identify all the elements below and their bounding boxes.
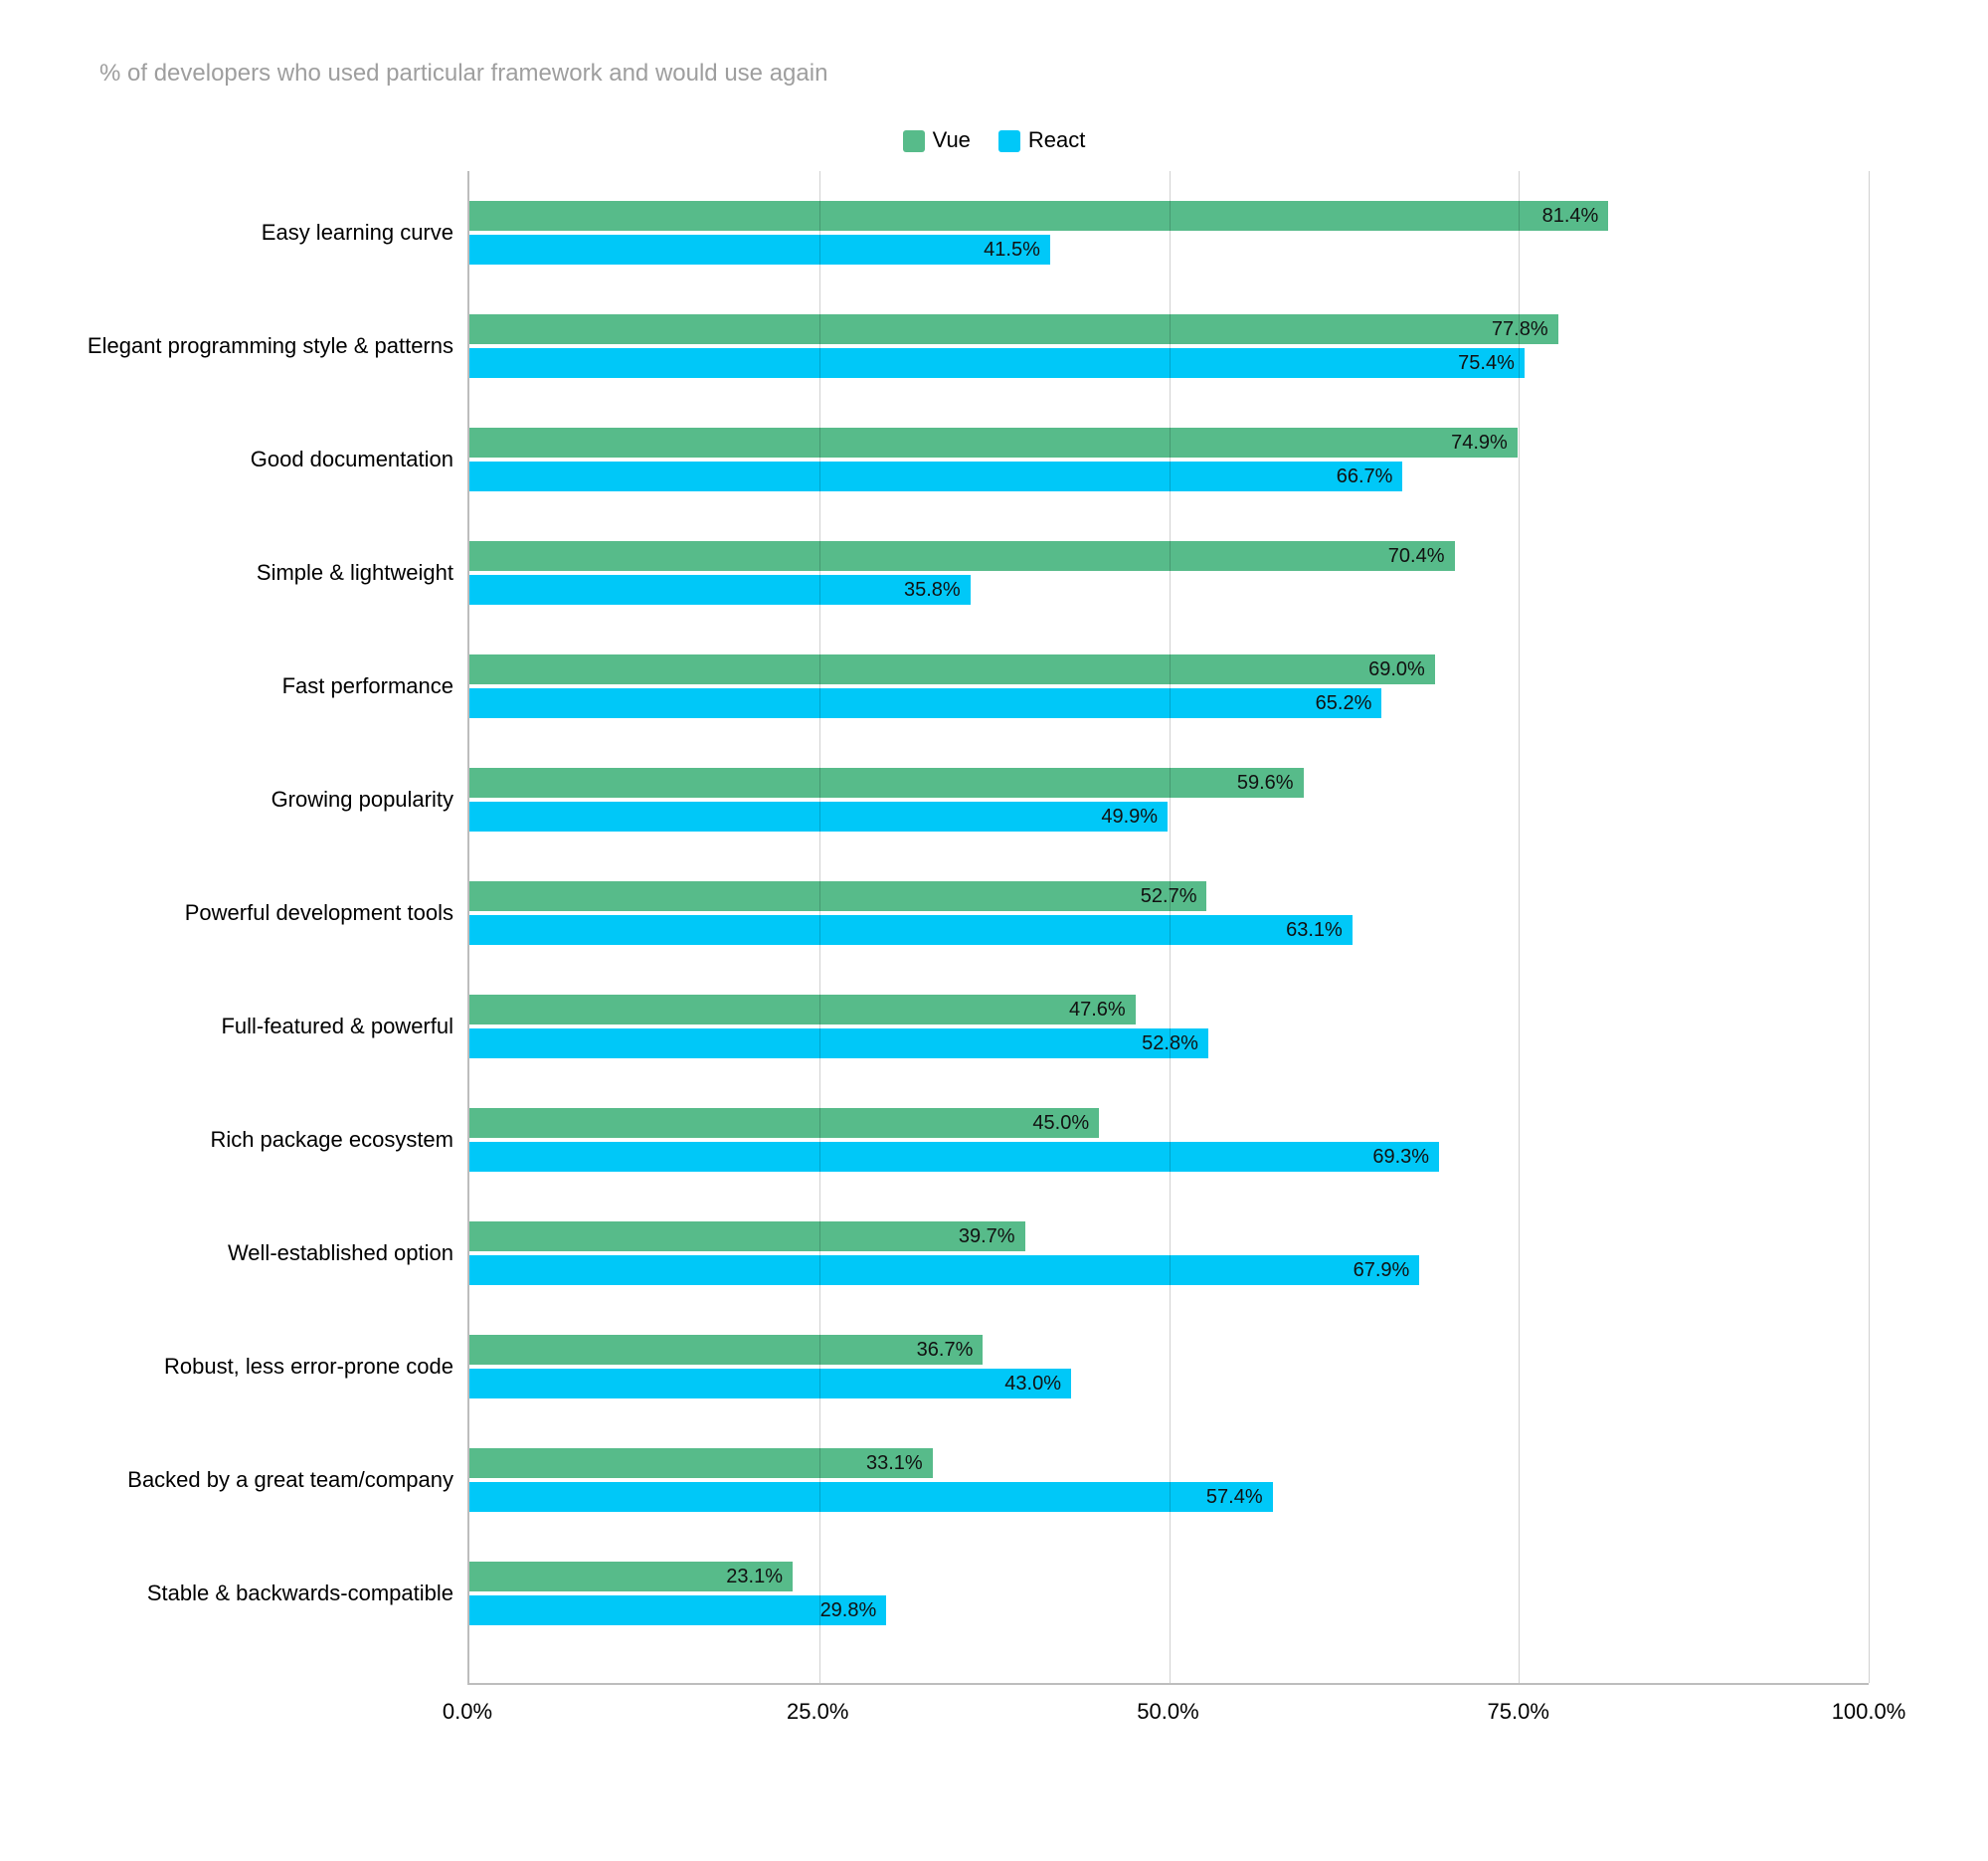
category-label: Robust, less error-prone code [164, 1354, 453, 1380]
bar-value-label: 41.5% [984, 239, 1040, 262]
plot: Easy learning curve81.4%41.5%Elegant pro… [99, 171, 1889, 1685]
bar-value-label: 77.8% [1492, 318, 1548, 341]
bar-vue: 23.1% [469, 1562, 793, 1591]
bar-value-label: 43.0% [1004, 1373, 1061, 1396]
category-label: Powerful development tools [185, 900, 453, 926]
bar-value-label: 45.0% [1032, 1112, 1089, 1135]
gridline [1869, 171, 1870, 1683]
x-tick-label: 0.0% [443, 1699, 492, 1725]
legend-swatch-vue [903, 130, 925, 152]
bar-value-label: 69.0% [1368, 658, 1425, 681]
legend-item-react: React [998, 127, 1085, 153]
bar-react: 63.1% [469, 915, 1353, 945]
bar-value-label: 75.4% [1458, 352, 1515, 375]
plot-area: Easy learning curve81.4%41.5%Elegant pro… [467, 171, 1869, 1685]
bar-value-label: 35.8% [904, 579, 961, 602]
category-label: Easy learning curve [262, 220, 453, 246]
bar-value-label: 59.6% [1237, 772, 1294, 795]
category-label: Growing popularity [271, 787, 453, 813]
x-tick-label: 100.0% [1832, 1699, 1906, 1725]
bar-react: 65.2% [469, 688, 1381, 718]
bar-value-label: 70.4% [1388, 545, 1445, 568]
bar-value-label: 67.9% [1354, 1259, 1410, 1282]
category-label: Simple & lightweight [257, 560, 453, 586]
bar-vue: 69.0% [469, 654, 1435, 684]
bar-value-label: 65.2% [1316, 692, 1372, 715]
bar-vue: 39.7% [469, 1221, 1025, 1251]
bar-react: 75.4% [469, 348, 1525, 378]
bar-vue: 77.8% [469, 314, 1558, 344]
bar-value-label: 23.1% [726, 1566, 783, 1588]
bar-react: 41.5% [469, 235, 1050, 265]
x-tick-label: 75.0% [1488, 1699, 1549, 1725]
gridline [1170, 171, 1171, 1683]
bar-vue: 52.7% [469, 881, 1206, 911]
category-label: Elegant programming style & patterns [88, 333, 453, 359]
chart-subtitle: % of developers who used particular fram… [99, 60, 1889, 88]
bar-value-label: 39.7% [959, 1225, 1015, 1248]
bar-react: 43.0% [469, 1369, 1071, 1398]
bar-value-label: 63.1% [1286, 919, 1343, 942]
legend-label-vue: Vue [933, 127, 971, 152]
category-label: Well-established option [228, 1240, 453, 1266]
bar-vue: 59.6% [469, 768, 1304, 798]
bar-react: 52.8% [469, 1028, 1208, 1058]
x-tick-label: 50.0% [1137, 1699, 1198, 1725]
bar-value-label: 49.9% [1101, 806, 1158, 829]
bar-value-label: 69.3% [1372, 1146, 1429, 1169]
gridline [819, 171, 820, 1683]
bar-react: 29.8% [469, 1595, 886, 1625]
bar-value-label: 36.7% [917, 1339, 974, 1362]
legend-item-vue: Vue [903, 127, 971, 153]
bar-vue: 74.9% [469, 428, 1518, 458]
bar-react: 67.9% [469, 1255, 1419, 1285]
category-label: Stable & backwards-compatible [147, 1581, 453, 1606]
bar-react: 66.7% [469, 462, 1402, 491]
bar-vue: 70.4% [469, 541, 1455, 571]
bar-value-label: 29.8% [820, 1599, 877, 1622]
x-tick-label: 25.0% [787, 1699, 848, 1725]
bar-vue: 81.4% [469, 201, 1608, 231]
bar-value-label: 81.4% [1542, 205, 1599, 228]
bar-value-label: 57.4% [1206, 1486, 1263, 1509]
gridline [1519, 171, 1520, 1683]
bar-react: 35.8% [469, 575, 971, 605]
bar-value-label: 47.6% [1069, 999, 1126, 1022]
bar-vue: 33.1% [469, 1448, 933, 1478]
bar-react: 57.4% [469, 1482, 1273, 1512]
legend-label-react: React [1028, 127, 1085, 152]
bar-value-label: 66.7% [1337, 465, 1393, 488]
category-label: Backed by a great team/company [127, 1467, 453, 1493]
category-label: Good documentation [251, 447, 453, 472]
legend: Vue React [99, 127, 1889, 153]
bar-vue: 45.0% [469, 1108, 1099, 1138]
bar-value-label: 52.8% [1142, 1032, 1198, 1055]
x-axis-ticks: 0.0%25.0%50.0%75.0%100.0% [467, 1691, 1869, 1721]
bar-vue: 36.7% [469, 1335, 983, 1365]
chart-container: % of developers who used particular fram… [0, 0, 1988, 1861]
bar-react: 69.3% [469, 1142, 1439, 1172]
bar-value-label: 74.9% [1451, 432, 1508, 455]
legend-swatch-react [998, 130, 1020, 152]
bar-value-label: 33.1% [866, 1452, 923, 1475]
category-label: Full-featured & powerful [221, 1014, 453, 1039]
category-label: Fast performance [282, 673, 453, 699]
category-label: Rich package ecosystem [210, 1127, 453, 1153]
bar-vue: 47.6% [469, 995, 1136, 1024]
